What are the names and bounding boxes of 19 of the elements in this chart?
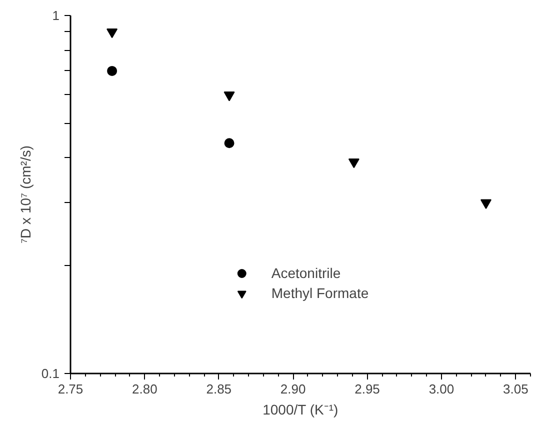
legend-label: Acetonitrile	[271, 265, 341, 281]
point	[107, 66, 118, 76]
x-tick-label: 2.75	[58, 382, 84, 396]
point	[480, 199, 492, 209]
x-tick-label: 2.80	[132, 382, 158, 396]
y-axis-title: ⁷D x 10⁷ (cm²/s)	[17, 145, 34, 244]
x-tick-label: 3.00	[428, 382, 454, 396]
point	[348, 158, 360, 168]
x-axis-title: 1000/T (K⁻¹)	[262, 402, 338, 418]
x-tick-label: 2.90	[280, 382, 306, 396]
x-tick-label: 2.95	[354, 382, 380, 396]
point	[106, 28, 118, 38]
x-tick-label: 2.85	[206, 382, 232, 396]
point	[224, 138, 234, 148]
x-tick-label: 3.05	[503, 382, 528, 396]
legend-label: Methyl Formate	[271, 285, 369, 301]
y-tick-label: 1	[52, 8, 60, 23]
y-tick-label: 0.1	[41, 366, 60, 381]
point	[224, 92, 235, 102]
